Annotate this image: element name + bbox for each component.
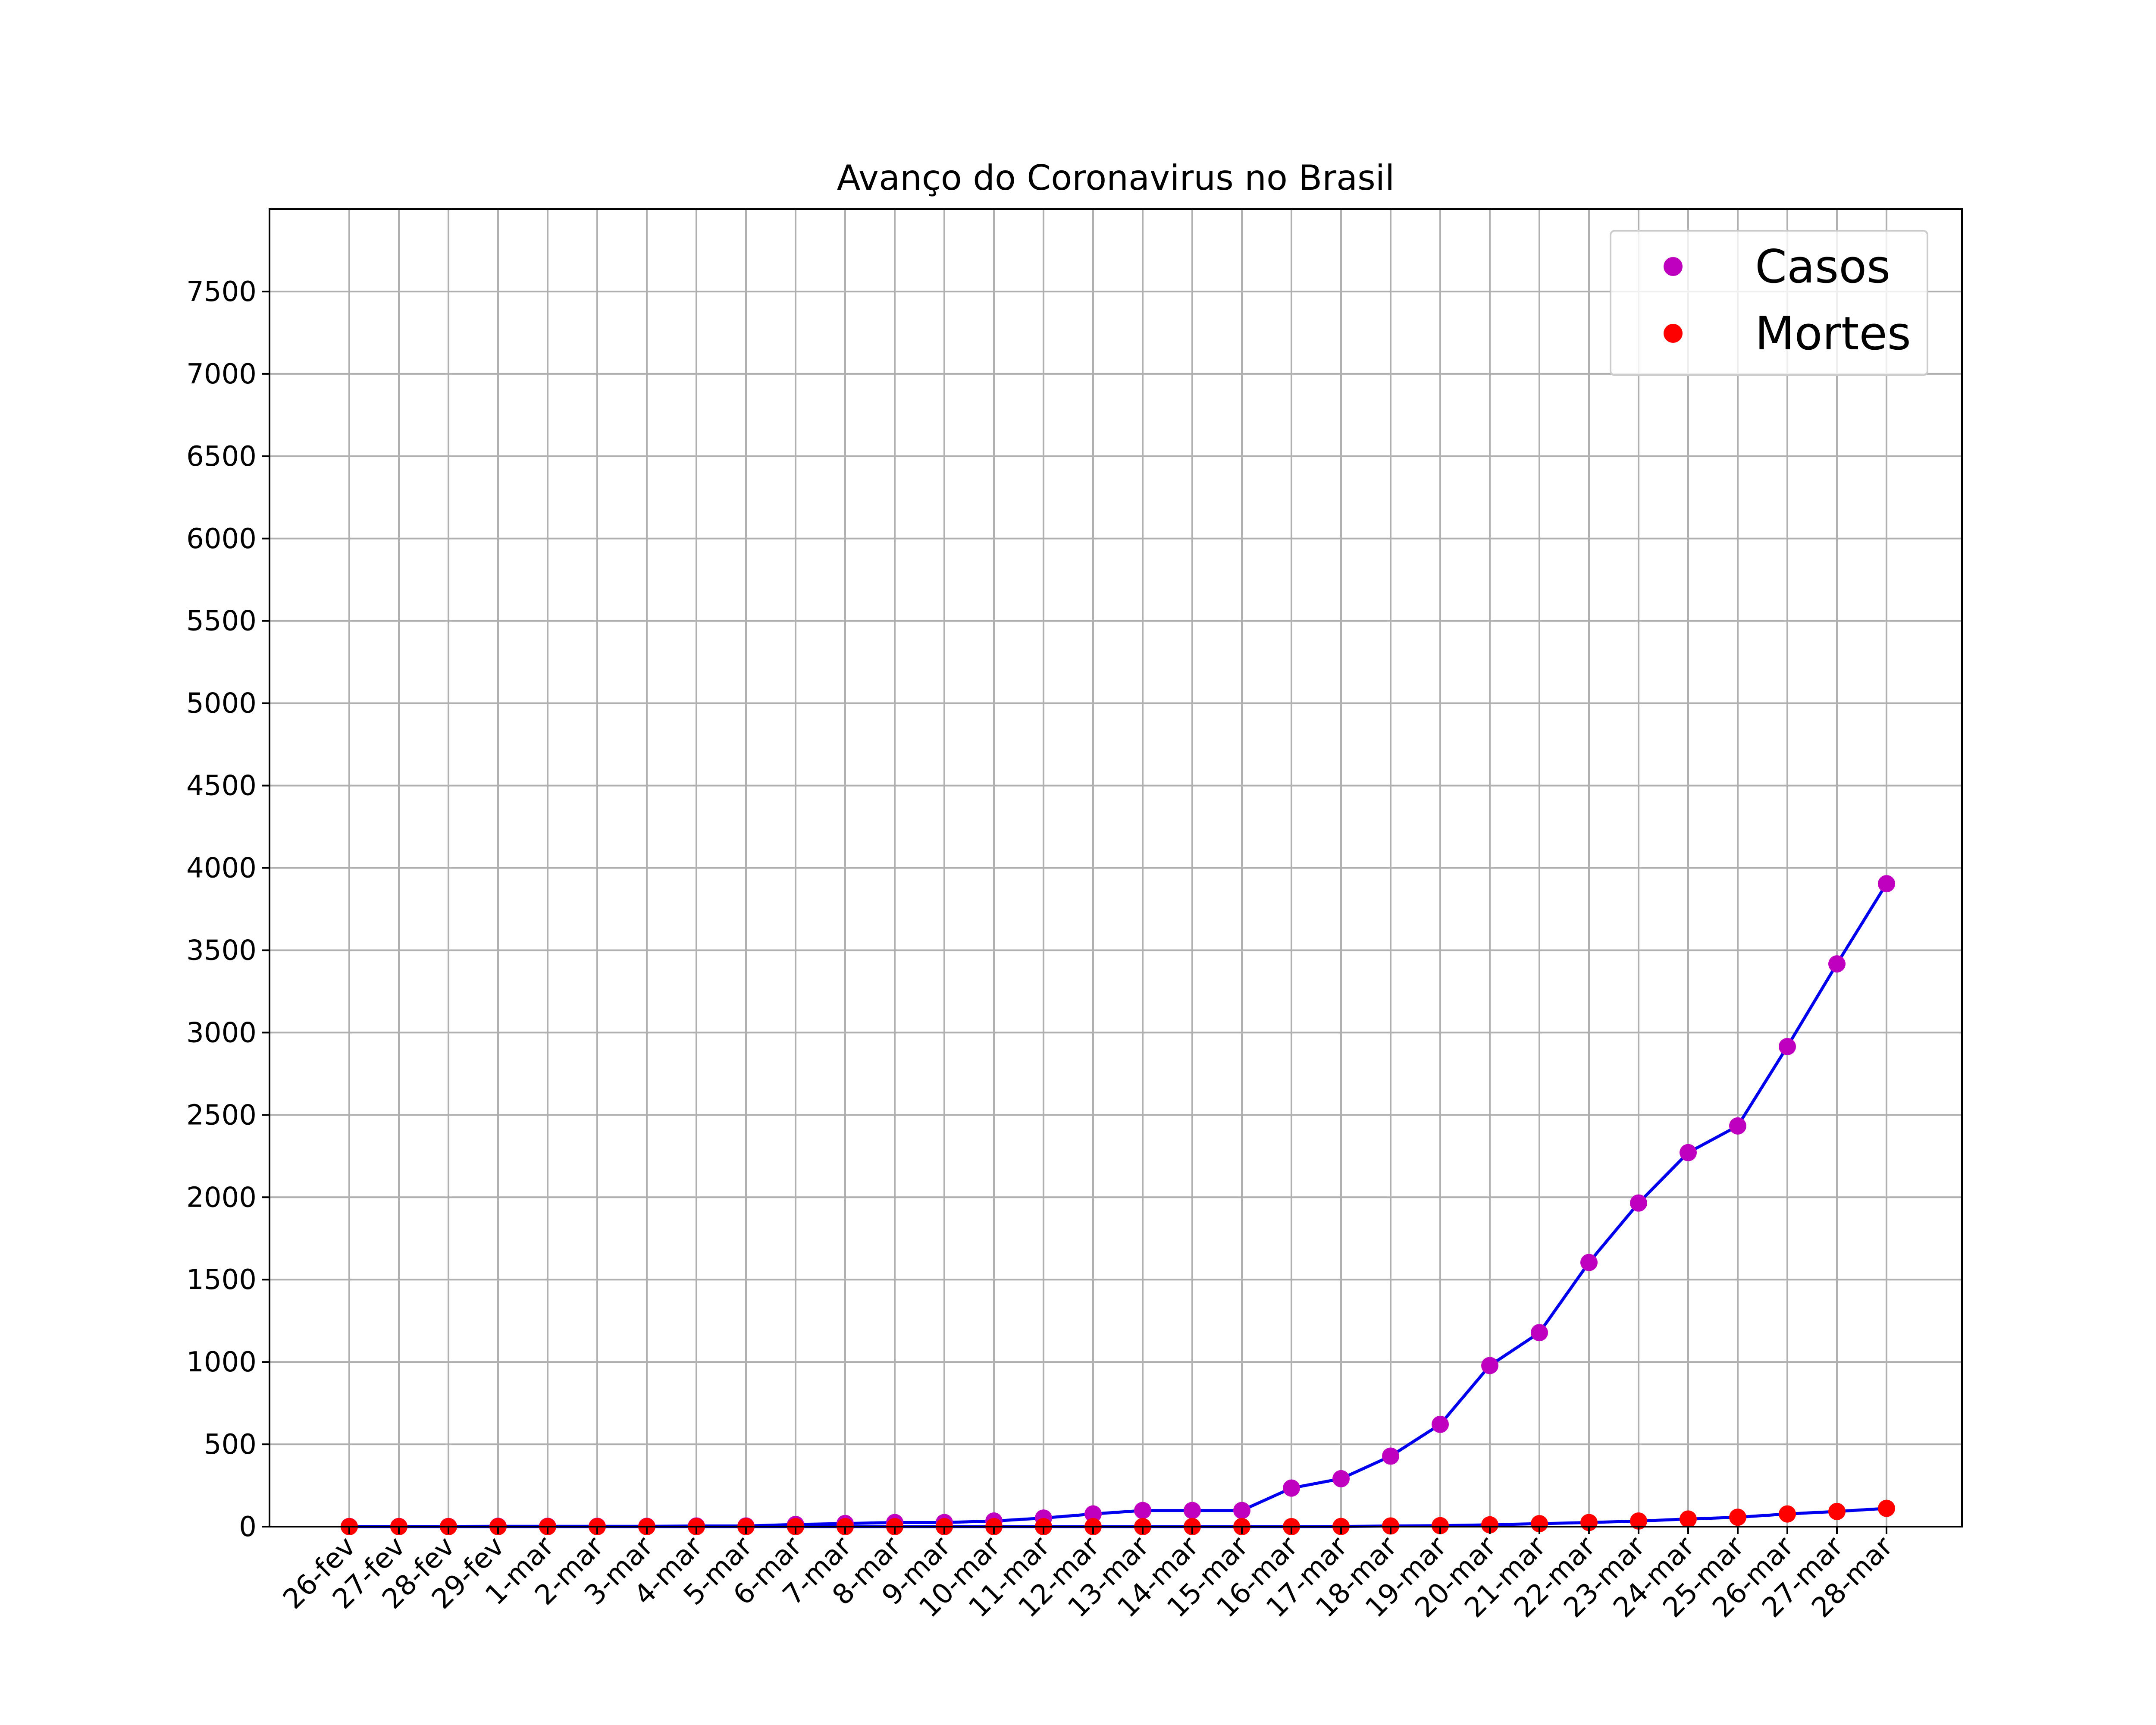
legend-marker-mortes: [1664, 324, 1683, 343]
y-tick-label: 1000: [186, 1346, 257, 1378]
data-point-mortes: [1828, 1502, 1846, 1520]
data-point-mortes: [1432, 1517, 1449, 1534]
data-point-casos: [1878, 875, 1895, 893]
data-point-casos: [1481, 1357, 1498, 1374]
y-tick-label: 4500: [186, 770, 257, 802]
data-point-mortes: [1680, 1510, 1697, 1528]
y-tick-label: 7500: [186, 276, 257, 308]
y-tick-label: 6500: [186, 441, 257, 473]
data-point-casos: [1283, 1479, 1300, 1497]
data-point-mortes: [1531, 1515, 1548, 1533]
grid-lines: [270, 209, 1962, 1527]
y-tick-label: 2000: [186, 1182, 257, 1214]
data-point-casos: [1134, 1502, 1151, 1519]
y-tick-label: 5500: [186, 605, 257, 637]
data-point-casos: [1729, 1117, 1746, 1135]
y-tick-label: 3000: [186, 1017, 257, 1049]
data-point-casos: [1233, 1502, 1250, 1519]
data-point-casos: [1432, 1415, 1449, 1433]
data-point-casos: [1630, 1194, 1647, 1212]
y-tick-label: 1500: [186, 1264, 257, 1296]
data-point-casos: [1332, 1470, 1350, 1487]
y-tick-label: 3500: [186, 935, 257, 966]
y-tick-label: 500: [204, 1429, 257, 1461]
data-point-mortes: [1779, 1505, 1796, 1523]
data-point-casos: [1828, 955, 1846, 973]
data-point-mortes: [1729, 1509, 1746, 1526]
data-point-casos: [1531, 1324, 1548, 1342]
y-tick-label: 2500: [186, 1099, 257, 1131]
legend-label-mortes: Mortes: [1755, 307, 1911, 360]
legend-label-casos: Casos: [1755, 240, 1890, 293]
y-tick-label: 7000: [186, 358, 257, 390]
data-point-casos: [1084, 1505, 1102, 1523]
data-point-casos: [1580, 1254, 1598, 1271]
data-point-mortes: [1481, 1516, 1498, 1534]
legend-marker-casos: [1664, 257, 1683, 276]
legend-box: [1610, 230, 1928, 376]
y-tick-label: 0: [239, 1511, 257, 1543]
legend: Casos Mortes: [1610, 230, 1928, 376]
data-point-casos: [1382, 1447, 1399, 1465]
data-point-casos: [1680, 1144, 1697, 1161]
data-point-mortes: [1630, 1512, 1647, 1530]
y-tick-label: 4000: [186, 853, 257, 884]
data-point-casos: [1184, 1502, 1201, 1519]
data-point-casos: [1779, 1038, 1796, 1055]
series-line-casos: [349, 883, 1888, 1528]
y-tick-label: 6000: [186, 523, 257, 555]
chart-title: Avanço do Coronavirus no Brasil: [837, 158, 1395, 198]
data-point-mortes: [1878, 1499, 1895, 1517]
series-layer: [341, 875, 1895, 1535]
y-tick-label: 5000: [186, 688, 257, 720]
